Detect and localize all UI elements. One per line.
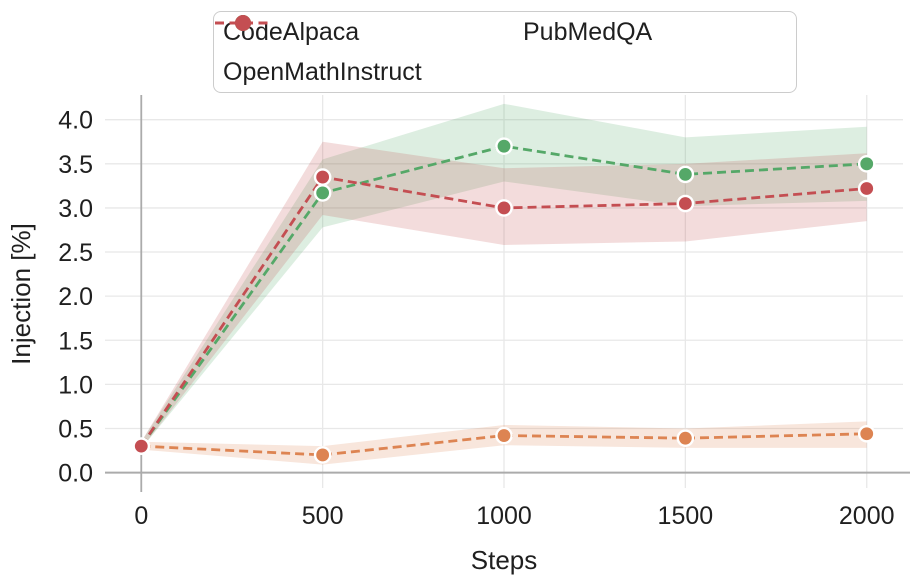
data-point-CodeAlpaca	[495, 426, 513, 445]
x-axis-label: Steps	[471, 545, 538, 575]
legend-label: PubMedQA	[523, 17, 653, 46]
confidence-band-PubMedQA	[141, 141, 867, 449]
data-point-OpenMathInstruct	[313, 184, 332, 202]
y-tick-label: 4.0	[58, 107, 93, 135]
legend-line-sample	[215, 15, 271, 31]
data-point-CodeAlpaca	[857, 424, 876, 443]
gridlines	[105, 95, 903, 488]
legend-item-PubMedQA: PubMedQA	[215, 12, 796, 52]
data-point-CodeAlpaca	[313, 446, 332, 464]
chart-legend: CodeAlpaca OpenMathInstruct PubMedQA	[213, 11, 797, 93]
data-point-CodeAlpaca	[676, 429, 695, 447]
data-point-OpenMathInstruct	[495, 137, 513, 155]
y-axis-label: Injection [%]	[6, 223, 36, 365]
x-tick-label: 1000	[476, 502, 532, 530]
x-tick-label: 500	[302, 502, 344, 530]
legend-marker-icon	[235, 15, 251, 31]
x-tick-label: 0	[134, 502, 148, 530]
x-tick-label: 1500	[658, 502, 714, 530]
y-tick-label: 2.5	[58, 239, 93, 267]
y-tick-label: 1.0	[58, 371, 93, 399]
data-point-PubMedQA	[132, 437, 151, 455]
data-point-PubMedQA	[313, 168, 332, 186]
legend-label: OpenMathInstruct	[223, 57, 422, 86]
axis-zero-lines	[105, 95, 910, 492]
y-tick-label: 0.0	[58, 460, 93, 488]
data-point-PubMedQA	[676, 194, 695, 213]
y-tick-label: 0.5	[58, 415, 93, 443]
x-tick-label: 2000	[839, 502, 895, 530]
y-tick-label: 3.5	[58, 151, 93, 179]
data-point-markers	[132, 137, 876, 464]
y-tick-label: 2.0	[58, 283, 93, 311]
data-point-PubMedQA	[857, 179, 876, 198]
data-point-OpenMathInstruct	[857, 155, 876, 173]
y-tick-label: 1.5	[58, 327, 93, 355]
legend-item-OpenMathInstruct: OpenMathInstruct	[215, 15, 523, 92]
data-point-OpenMathInstruct	[676, 165, 695, 184]
tick-labels: 0 500 1000 1500 2000 0.0 0.5 1.0 1.5 2.0 2.5 3.0 3.5…	[58, 107, 894, 530]
series-line-CodeAlpaca	[141, 432, 867, 457]
data-point-PubMedQA	[495, 199, 513, 217]
y-tick-label: 3.0	[58, 195, 93, 223]
